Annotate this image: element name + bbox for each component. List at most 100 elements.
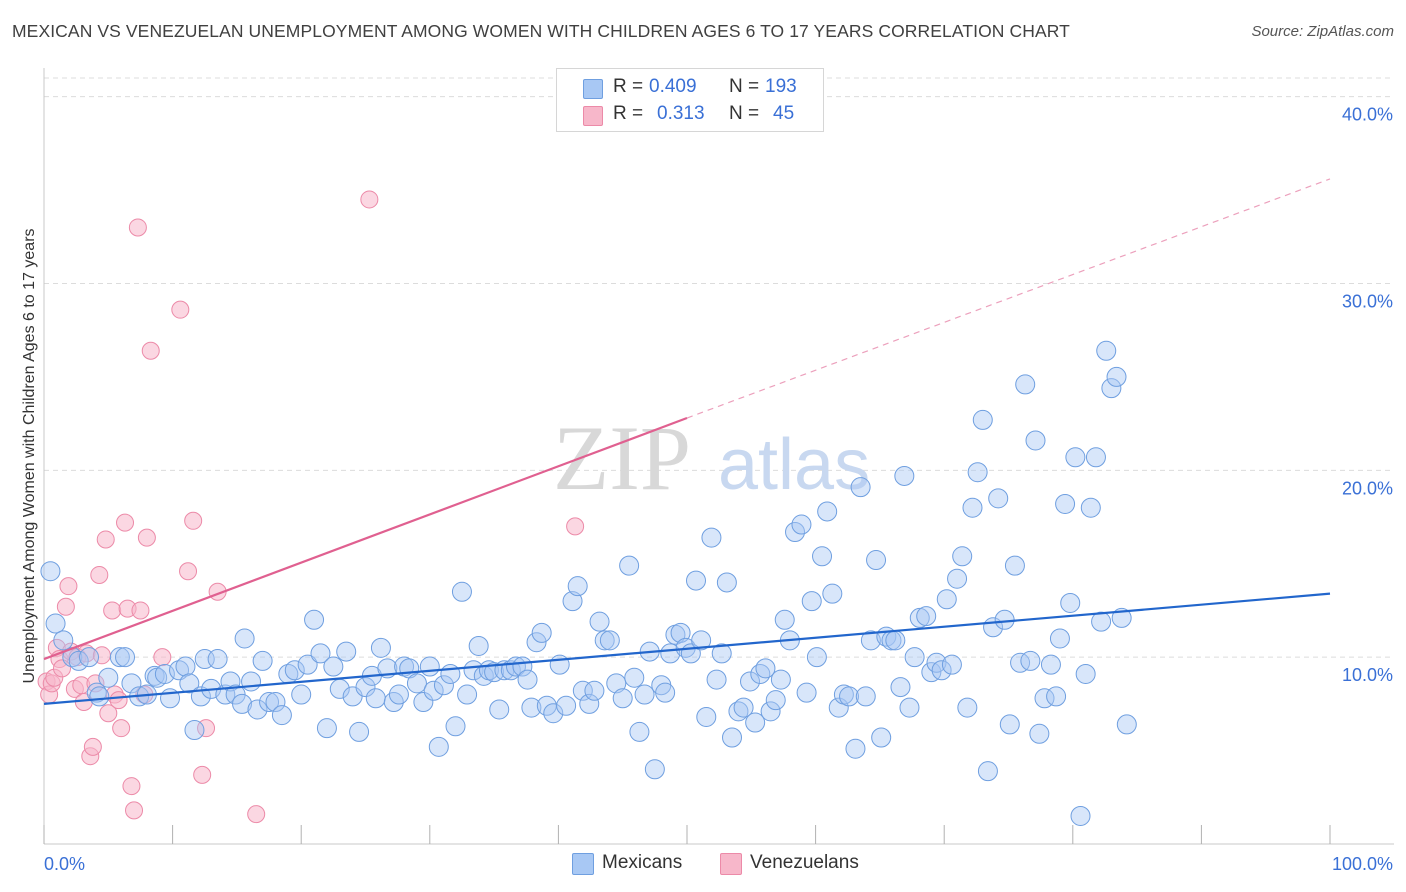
watermark: ZIP atlas <box>553 407 870 509</box>
mexican-point <box>406 673 427 694</box>
mexican-point <box>428 736 449 757</box>
mexican-point <box>904 647 925 668</box>
watermark-atlas: atlas <box>718 425 870 505</box>
series-swatch-mexicans <box>572 853 594 875</box>
venezuelan-point <box>128 218 147 237</box>
venezuelan-point <box>99 704 118 723</box>
mexican-point <box>760 701 781 722</box>
venezuelans-points <box>37 190 585 824</box>
y-tick-label: 10.0% <box>1342 665 1393 685</box>
venezuelan-point <box>566 517 585 536</box>
mexican-point <box>355 677 376 698</box>
mexican-point <box>962 497 983 518</box>
mexican-point <box>526 632 547 653</box>
mexican-point <box>812 546 833 567</box>
venezuelan-point <box>116 513 135 532</box>
mexican-point <box>1085 447 1106 468</box>
mexican-point <box>755 658 776 679</box>
mexican-point <box>451 581 472 602</box>
mexican-point <box>169 660 190 681</box>
mexican-point <box>828 697 849 718</box>
venezuelan-point <box>247 805 266 824</box>
y-tick-label: 30.0% <box>1342 292 1393 312</box>
venezuelan-point <box>360 190 379 209</box>
mexican-point <box>316 718 337 739</box>
mexican-point <box>1116 714 1137 735</box>
mexican-point <box>765 690 786 711</box>
mexican-point <box>1106 366 1127 387</box>
mexican-point <box>304 609 325 630</box>
venezuelan-point <box>112 719 131 738</box>
mexican-point <box>1020 650 1041 671</box>
mexican-point <box>521 697 542 718</box>
venezuelan-point <box>59 577 78 596</box>
series-label-mexicans: Mexicans <box>602 852 683 873</box>
watermark-zip: ZIP <box>553 407 691 509</box>
mexican-point <box>234 628 255 649</box>
mexican-point <box>972 409 993 430</box>
mexican-point <box>556 695 577 716</box>
mexican-point <box>562 591 583 612</box>
mexican-point <box>894 465 915 486</box>
mexican-point <box>40 561 61 582</box>
venezuelan-point <box>103 601 122 620</box>
mexican-point <box>817 501 838 522</box>
mexican-point <box>1070 805 1091 826</box>
mexican-point <box>323 656 344 677</box>
x-tick-label: 100.0% <box>1332 854 1393 874</box>
mexican-point <box>1075 663 1096 684</box>
venezuelan-point <box>56 597 75 616</box>
gridlines <box>44 77 1394 658</box>
mexican-point <box>433 675 454 696</box>
mexican-point <box>994 609 1015 630</box>
mexican-point <box>655 682 676 703</box>
mexican-point <box>284 660 305 681</box>
mexican-point <box>109 647 130 668</box>
axes <box>43 68 1394 845</box>
series-swatch-venezuelans <box>720 853 742 875</box>
mexican-point <box>722 727 743 748</box>
mexican-point <box>921 662 942 683</box>
mexican-point <box>977 761 998 782</box>
mexican-point <box>711 643 732 664</box>
legend-n-value: 193 <box>765 76 797 97</box>
mexican-point <box>567 576 588 597</box>
series-label-venezuelans: Venezuelans <box>750 852 859 873</box>
mexican-point <box>336 641 357 662</box>
x-tick-label: 0.0% <box>44 854 85 874</box>
mexican-point <box>1015 374 1036 395</box>
mexican-point <box>612 688 633 709</box>
mexican-point <box>115 647 136 668</box>
venezuelan-point <box>83 737 102 756</box>
venezuelan-point <box>184 511 203 530</box>
mexican-point <box>1049 628 1070 649</box>
mexican-point <box>796 682 817 703</box>
mexican-point <box>484 662 505 683</box>
mexican-point <box>691 630 712 651</box>
mexican-point <box>1029 723 1050 744</box>
mexican-point <box>1010 652 1031 673</box>
mexican-point <box>855 686 876 707</box>
venezuelans-trend-extension <box>686 178 1331 419</box>
mexican-point <box>706 669 727 690</box>
mexican-point <box>619 555 640 576</box>
mexican-point <box>440 663 461 684</box>
mexican-point <box>543 703 564 724</box>
mexican-point <box>791 514 812 535</box>
mexican-point <box>941 654 962 675</box>
mexican-point <box>606 673 627 694</box>
mexican-point <box>1111 607 1132 628</box>
mexican-point <box>68 650 89 671</box>
mexican-point <box>660 643 681 664</box>
mexican-point <box>349 721 370 742</box>
mexican-point <box>79 647 100 668</box>
mexican-point <box>1096 340 1117 361</box>
legend-r-value: 0.313 <box>657 103 705 124</box>
correlation-legend: R = 0.409 N = 193 R = 0.313 N = 45 <box>556 68 824 132</box>
mexican-point <box>572 680 593 701</box>
mexican-point <box>517 669 538 690</box>
mexican-point <box>952 546 973 567</box>
mexican-point <box>589 611 610 632</box>
trend-lines <box>43 178 1331 705</box>
mexican-point <box>98 667 119 688</box>
